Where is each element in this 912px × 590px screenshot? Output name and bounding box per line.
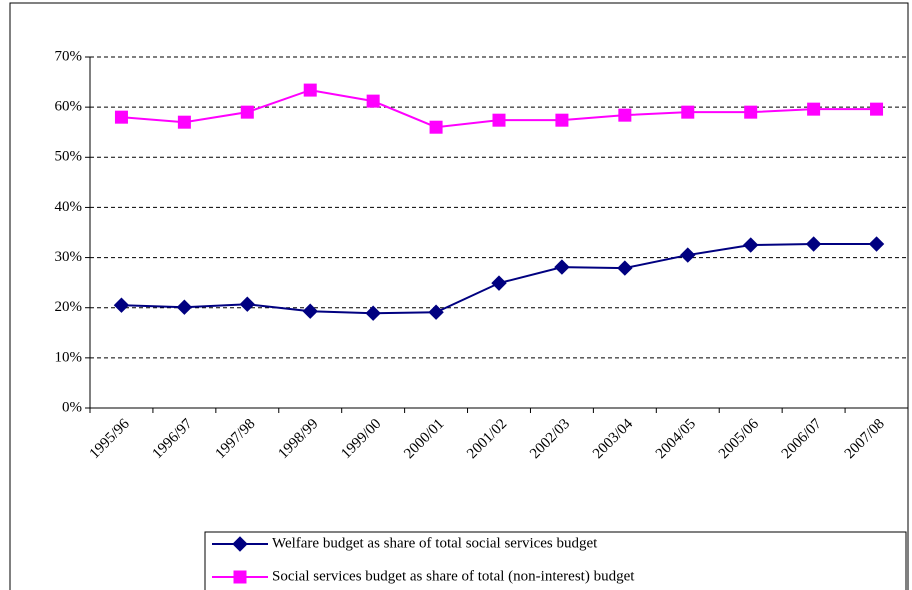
diamond-marker: [680, 247, 696, 263]
diamond-marker: [868, 236, 885, 252]
square-marker: [177, 115, 191, 129]
square-marker: [618, 108, 632, 122]
diamond-marker: [491, 275, 507, 291]
y-tick-label: 20%: [55, 299, 83, 315]
square-marker: [366, 94, 380, 108]
diamond-marker: [232, 536, 248, 552]
diamond-marker: [239, 296, 256, 312]
square-marker: [303, 83, 317, 97]
y-tick-label: 40%: [55, 199, 83, 215]
y-tick-label: 50%: [55, 149, 83, 165]
diamond-marker: [428, 304, 444, 320]
square-marker: [870, 102, 884, 116]
y-tick-label: 30%: [55, 249, 83, 265]
square-marker: [429, 120, 443, 134]
diamond-marker: [554, 259, 570, 275]
diamond-marker: [617, 260, 633, 276]
diamond-marker: [365, 305, 381, 321]
square-marker: [492, 113, 506, 127]
diamond-marker: [302, 303, 318, 319]
y-tick-label: 0%: [62, 399, 82, 415]
square-marker: [555, 113, 569, 127]
y-tick-label: 60%: [55, 99, 83, 115]
square-marker: [681, 105, 695, 119]
y-tick-label: 70%: [55, 48, 83, 64]
chart-border: [9, 2, 909, 590]
diamond-marker: [742, 237, 759, 253]
legend-label: Social services budget as share of total…: [272, 568, 635, 584]
square-marker: [807, 102, 821, 116]
square-marker: [744, 105, 758, 119]
diamond-marker: [113, 297, 130, 313]
square-marker: [114, 110, 128, 124]
diamond-marker: [176, 299, 193, 315]
square-marker: [240, 105, 254, 119]
square-marker: [233, 570, 247, 584]
y-tick-label: 10%: [55, 349, 83, 365]
legend-box: [204, 531, 907, 590]
legend-label: Welfare budget as share of total social …: [272, 535, 598, 551]
diamond-marker: [805, 236, 822, 252]
